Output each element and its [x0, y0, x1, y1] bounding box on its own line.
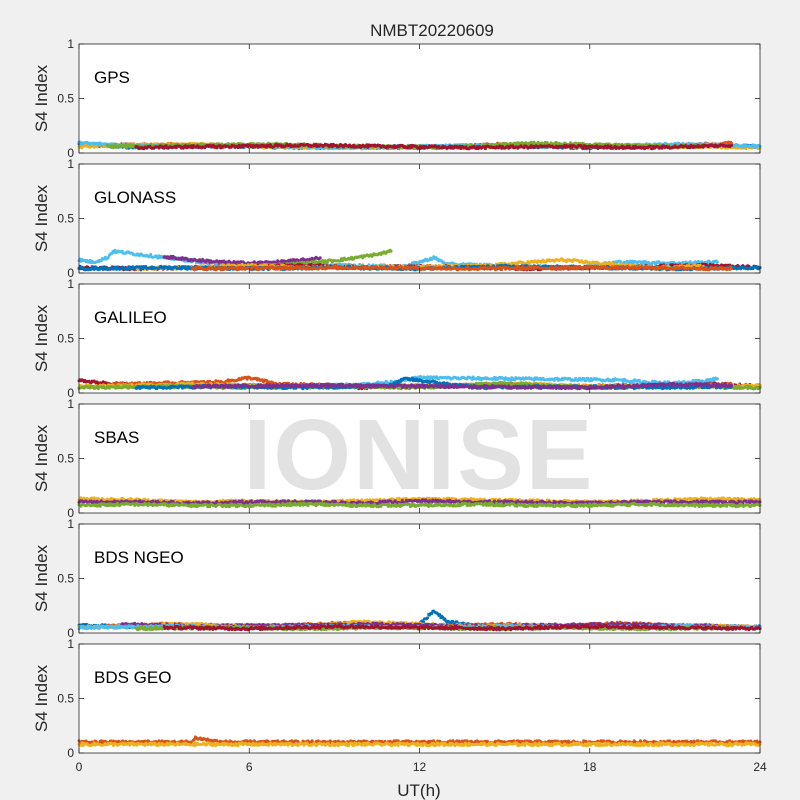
plot-area — [79, 44, 760, 153]
data-point — [730, 143, 734, 147]
data-point — [715, 260, 719, 264]
data-point — [389, 249, 393, 253]
data-points — [77, 140, 762, 151]
data-point — [318, 256, 322, 260]
y-axis-label: S4 Index — [32, 64, 51, 132]
y-tick-label: 0.5 — [57, 92, 74, 106]
chart-title: NMBT20220609 — [370, 21, 494, 40]
y-tick-label: 1 — [67, 37, 74, 51]
data-point — [149, 252, 153, 256]
panel-label: GPS — [94, 68, 130, 87]
plot-area — [79, 164, 760, 273]
